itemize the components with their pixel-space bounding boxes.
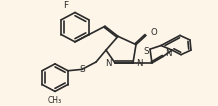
Text: N: N xyxy=(106,59,112,68)
Text: F: F xyxy=(63,1,68,10)
Text: S: S xyxy=(79,65,85,74)
Text: O: O xyxy=(150,28,157,37)
Text: N: N xyxy=(136,59,143,68)
Text: CH₃: CH₃ xyxy=(48,96,62,105)
Text: S: S xyxy=(143,47,149,56)
Text: N: N xyxy=(165,49,172,58)
